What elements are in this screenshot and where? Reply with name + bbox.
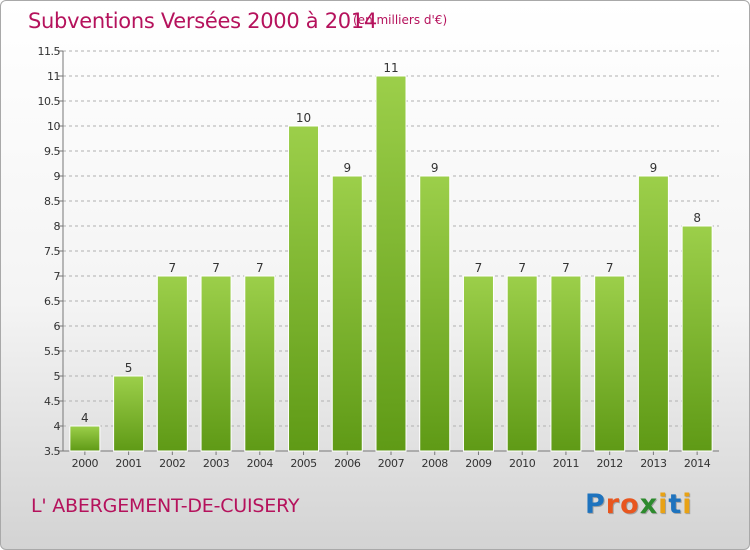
bar-value-label: 10 bbox=[296, 111, 311, 125]
bar bbox=[331, 175, 363, 452]
bar-value-label: 7 bbox=[256, 261, 264, 275]
bar-value-label: 8 bbox=[693, 211, 701, 225]
y-tick-label: 11 bbox=[47, 70, 60, 83]
y-tick-label: 3.5 bbox=[44, 445, 60, 458]
x-tick-label: 2007 bbox=[378, 457, 405, 470]
bar-value-label: 4 bbox=[81, 411, 89, 425]
bar bbox=[156, 275, 188, 452]
bar bbox=[637, 175, 669, 452]
logo-letter: P bbox=[585, 489, 606, 520]
bar-value-label: 9 bbox=[431, 161, 439, 175]
bar bbox=[69, 425, 101, 452]
bar bbox=[594, 275, 626, 452]
y-tick-label: 8 bbox=[54, 220, 61, 233]
x-tick-label: 2011 bbox=[553, 457, 579, 470]
bar bbox=[681, 225, 713, 452]
unit-note: (en milliers d'€) bbox=[353, 13, 448, 27]
x-tick-label: 2012 bbox=[596, 457, 622, 470]
bar-value-label: 7 bbox=[475, 261, 483, 275]
x-tick-label: 2001 bbox=[115, 457, 141, 470]
y-tick-label: 9.5 bbox=[44, 145, 60, 158]
commune-name: L' ABERGEMENT-DE-CUISERY bbox=[31, 495, 300, 517]
y-tick-label: 6.5 bbox=[44, 295, 60, 308]
y-tick-label: 7.5 bbox=[44, 245, 60, 258]
y-tick-label: 5 bbox=[54, 370, 61, 383]
bar-value-label: 7 bbox=[606, 261, 614, 275]
bar bbox=[550, 275, 582, 452]
bar bbox=[113, 375, 145, 452]
bar-value-label: 9 bbox=[650, 161, 658, 175]
y-tick-label: 5.5 bbox=[44, 345, 60, 358]
bar bbox=[419, 175, 451, 452]
bar-value-label: 7 bbox=[562, 261, 570, 275]
y-tick-label: 4.5 bbox=[44, 395, 60, 408]
logo-letter: i bbox=[682, 489, 693, 520]
logo-letter: x bbox=[639, 489, 659, 520]
bar-value-label: 9 bbox=[343, 161, 351, 175]
proxiti-logo[interactable]: Proxiti bbox=[585, 489, 693, 520]
x-tick-label: 2010 bbox=[509, 457, 536, 470]
bars bbox=[69, 75, 713, 452]
bar bbox=[200, 275, 232, 452]
logo-letter: o bbox=[620, 489, 640, 520]
y-tick-label: 6 bbox=[54, 320, 61, 333]
bar bbox=[244, 275, 276, 452]
x-tick-label: 2013 bbox=[640, 457, 667, 470]
x-tick-label: 2008 bbox=[422, 457, 449, 470]
logo-letter: i bbox=[658, 489, 669, 520]
y-tick-label: 9 bbox=[54, 170, 61, 183]
y-tick-label: 7 bbox=[54, 270, 61, 283]
x-tick-label: 2002 bbox=[159, 457, 185, 470]
y-tick-label: 10 bbox=[47, 120, 60, 133]
x-tick-label: 2009 bbox=[465, 457, 492, 470]
bar-value-label: 7 bbox=[518, 261, 526, 275]
y-tick-label: 10.5 bbox=[38, 95, 61, 108]
bar bbox=[375, 75, 407, 452]
labels: 4 2000 5 2001 7 2002 7 2003 7 2004 10 2005 9 2006 11 20… bbox=[72, 61, 711, 470]
y-tick-label: 4 bbox=[54, 420, 61, 433]
chart-title: Subventions Versées 2000 à 2014 bbox=[28, 9, 377, 33]
logo-letter: r bbox=[605, 489, 621, 520]
y-tick-label: 11.5 bbox=[38, 45, 61, 58]
x-tick-label: 2005 bbox=[290, 457, 317, 470]
bar bbox=[288, 125, 320, 452]
bar-value-label: 11 bbox=[383, 61, 398, 75]
bar bbox=[462, 275, 494, 452]
bar bbox=[506, 275, 538, 452]
logo-letter: t bbox=[668, 489, 683, 520]
x-tick-label: 2003 bbox=[203, 457, 230, 470]
x-tick-label: 2000 bbox=[72, 457, 99, 470]
x-tick-label: 2006 bbox=[334, 457, 361, 470]
x-tick-label: 2004 bbox=[247, 457, 274, 470]
y-tick-label: 8.5 bbox=[44, 195, 60, 208]
bar-value-label: 7 bbox=[169, 261, 177, 275]
bar-value-label: 5 bbox=[125, 361, 133, 375]
bar-value-label: 7 bbox=[212, 261, 220, 275]
x-tick-label: 2014 bbox=[684, 457, 711, 470]
